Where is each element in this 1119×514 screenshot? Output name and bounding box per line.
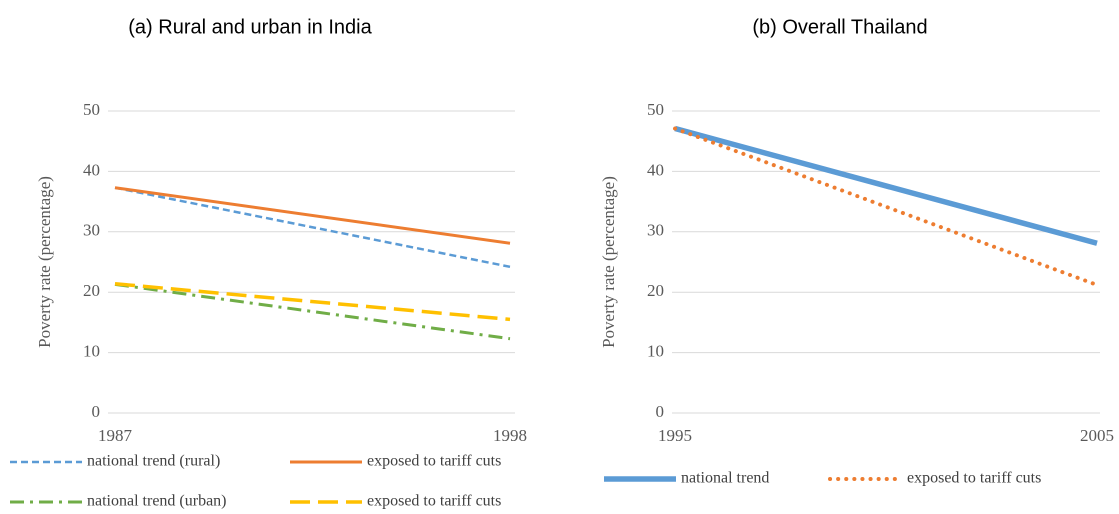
y-axis-label: Poverty rate (percentage) [35,176,54,348]
data-line [114,282,511,322]
legend-label: national trend [681,470,769,487]
y-tick-label: 0 [656,402,665,421]
x-tick-label: 1987 [98,426,133,445]
data-line [674,125,1098,246]
y-tick-label: 20 [647,281,664,300]
y-tick-label: 40 [647,160,664,179]
y-axis-label: Poverty rate (percentage) [599,176,618,348]
y-tick-label: 30 [83,221,100,240]
y-tick-label: 50 [83,100,100,119]
y-tick-label: 10 [647,342,664,361]
x-tick-label: 1995 [658,426,692,445]
data-line [673,126,1099,287]
data-line [114,186,511,245]
y-tick-label: 40 [83,160,100,179]
legend-label: exposed to tariff cuts [367,493,501,510]
chart-title: (b) Overall Thailand [752,16,927,38]
data-line [114,186,511,269]
x-tick-label: 2005 [1080,426,1114,445]
legend-label: national trend (rural) [87,453,220,470]
y-tick-label: 20 [83,281,100,300]
x-tick-label: 1998 [493,426,527,445]
y-tick-label: 50 [647,100,664,119]
legend-label: exposed to tariff cuts [367,453,501,470]
chart-title: (a) Rural and urban in India [128,16,372,38]
y-tick-label: 0 [92,402,101,421]
data-line [114,282,511,341]
y-tick-label: 30 [647,221,664,240]
legend-label: national trend (urban) [87,493,227,510]
y-tick-label: 10 [83,342,100,361]
legend-label: exposed to tariff cuts [907,470,1041,487]
